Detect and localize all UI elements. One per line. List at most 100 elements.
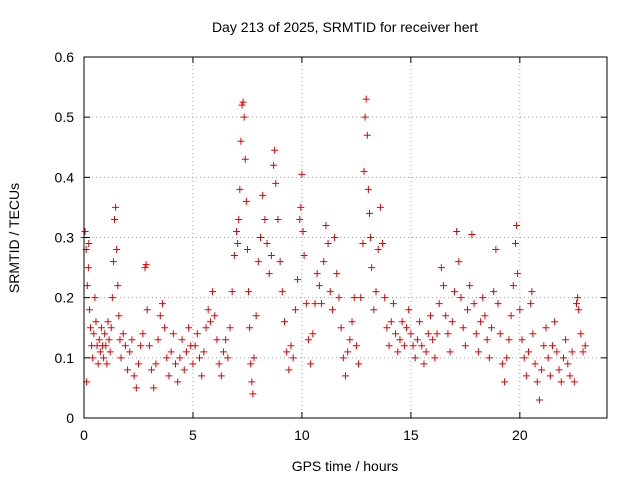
- data-point: [527, 300, 535, 308]
- data-point: [318, 300, 326, 308]
- data-point: [280, 318, 288, 326]
- data-point: [367, 234, 375, 241]
- data-point: [450, 288, 458, 296]
- data-point: [389, 300, 397, 308]
- data-point: [559, 354, 567, 362]
- data-point: [311, 300, 319, 308]
- data-point: [551, 318, 559, 326]
- data-point: [294, 276, 302, 284]
- data-point: [236, 185, 244, 193]
- data-point: [274, 215, 282, 223]
- data-point: [331, 234, 339, 241]
- data-point: [514, 270, 522, 278]
- data-point: [278, 288, 286, 296]
- data-point: [267, 252, 275, 260]
- data-point: [364, 185, 372, 193]
- data-point: [148, 366, 156, 374]
- data-point: [322, 221, 330, 229]
- data-point: [252, 312, 260, 320]
- data-point: [498, 360, 506, 368]
- x-tick-label: 10: [294, 427, 310, 443]
- data-point: [374, 246, 382, 254]
- data-point: [472, 330, 480, 338]
- data-point: [337, 324, 345, 332]
- data-point: [189, 360, 197, 368]
- data-point: [461, 342, 469, 350]
- data-point: [481, 312, 489, 320]
- data-point: [572, 300, 580, 308]
- data-point: [285, 366, 293, 374]
- data-point: [302, 300, 310, 308]
- data-point: [398, 318, 406, 326]
- y-tick-label: 0.4: [55, 169, 75, 185]
- data-point: [137, 342, 145, 350]
- data-point: [90, 330, 98, 338]
- data-point: [89, 354, 97, 362]
- data-point: [483, 336, 491, 344]
- data-point: [422, 348, 430, 356]
- data-point: [193, 330, 201, 338]
- data-point: [335, 294, 343, 302]
- data-point: [119, 330, 127, 338]
- data-point: [464, 306, 472, 314]
- x-tick-label: 20: [512, 427, 528, 443]
- data-point: [381, 294, 389, 302]
- data-point: [320, 258, 328, 266]
- data-point: [145, 342, 153, 350]
- data-point: [97, 324, 105, 332]
- y-tick-label: 0.1: [55, 350, 75, 366]
- data-point: [263, 240, 271, 248]
- data-point: [111, 215, 119, 223]
- data-point: [116, 336, 124, 344]
- data-point: [344, 348, 352, 356]
- data-point: [198, 372, 206, 380]
- data-point: [457, 294, 465, 302]
- y-axis-label: SRMTID / TECUs: [6, 183, 22, 293]
- data-point: [115, 312, 123, 320]
- data-point: [291, 306, 299, 314]
- data-point: [420, 360, 428, 368]
- y-tick-label: 0.6: [55, 49, 75, 65]
- data-point: [250, 354, 258, 362]
- data-point: [513, 221, 521, 229]
- data-point: [566, 372, 574, 380]
- data-point: [365, 209, 373, 217]
- data-point: [165, 372, 173, 380]
- data-point: [150, 384, 158, 392]
- data-point: [577, 330, 585, 338]
- x-tick-label: 5: [189, 427, 197, 443]
- data-point: [494, 300, 502, 308]
- data-point: [459, 324, 467, 332]
- data-point: [307, 360, 315, 368]
- data-point: [379, 240, 387, 248]
- data-point: [431, 354, 439, 362]
- data-point: [418, 342, 426, 350]
- data-point: [139, 330, 147, 338]
- data-point: [259, 191, 267, 199]
- data-point: [128, 336, 136, 344]
- y-tick-label: 0.5: [55, 109, 75, 125]
- data-point: [385, 342, 393, 350]
- data-point: [234, 240, 242, 248]
- data-point: [106, 348, 114, 356]
- data-point: [300, 252, 308, 260]
- data-point: [142, 261, 150, 269]
- data-point: [242, 197, 250, 205]
- data-point: [85, 306, 93, 314]
- data-point: [574, 294, 582, 302]
- data-point: [403, 324, 411, 332]
- data-point: [141, 264, 149, 272]
- data-point: [466, 282, 474, 290]
- data-point: [485, 354, 493, 362]
- data-point: [490, 288, 498, 296]
- data-point: [182, 348, 190, 356]
- data-point: [134, 360, 142, 368]
- data-point: [359, 240, 367, 248]
- data-point: [85, 240, 93, 248]
- data-point: [313, 270, 321, 278]
- data-point: [299, 227, 307, 235]
- data-point: [105, 336, 113, 344]
- data-point: [91, 294, 99, 302]
- data-point: [400, 342, 408, 350]
